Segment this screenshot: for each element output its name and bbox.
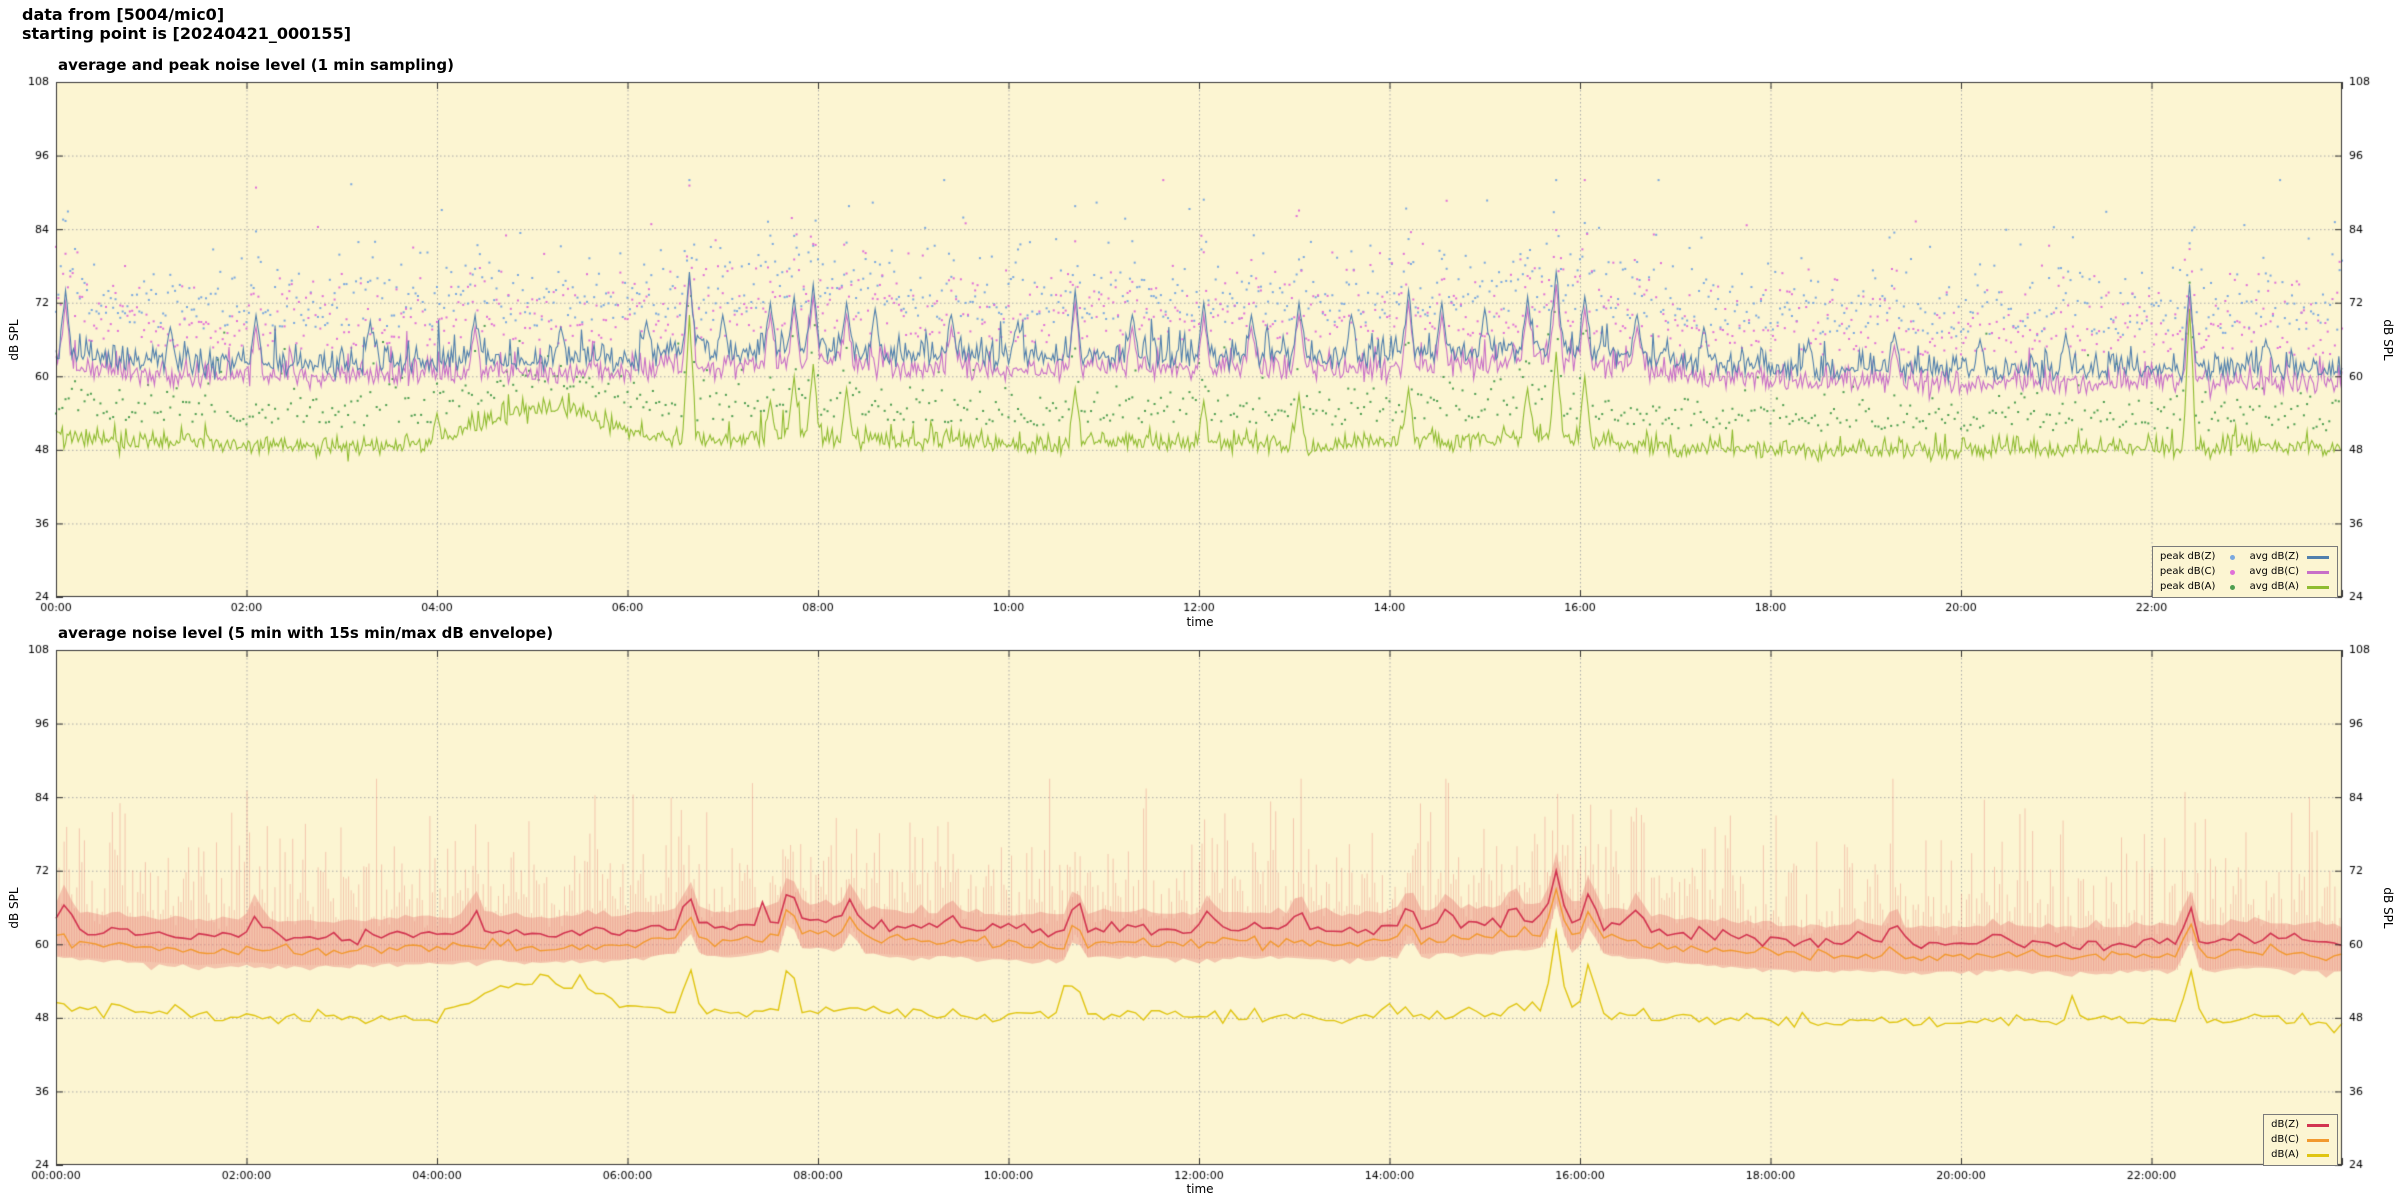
- legend-label: peak dB(A): [2159, 581, 2216, 592]
- chart-2-yaxis-label-right: dB SPL: [2381, 887, 2395, 929]
- chart-2-xaxis-label: time: [1186, 1182, 1214, 1196]
- legend-label: dB(C): [2271, 1134, 2299, 1145]
- dbc-line-marker: [2307, 1138, 2329, 1142]
- avg-dbz-line-marker: [2307, 555, 2329, 559]
- peak-dba-dot-marker: [2229, 584, 2235, 590]
- header-line-2: starting point is [20240421_000155]: [22, 24, 352, 43]
- legend-label: dB(A): [2271, 1149, 2299, 1160]
- chart-1-yaxis-label-left: dB SPL: [7, 319, 21, 361]
- legend-label: avg dB(C): [2249, 566, 2299, 577]
- peak-dbc-dot-marker: [2229, 569, 2235, 575]
- avg-dbc-line-marker: [2307, 570, 2329, 574]
- header-line-1: data from [5004/mic0]: [22, 5, 225, 24]
- legend-label: avg dB(A): [2249, 581, 2299, 592]
- chart-1-xaxis-label: time: [1186, 615, 1214, 629]
- legend-label: peak dB(C): [2159, 566, 2216, 577]
- legend-label: peak dB(Z): [2159, 551, 2216, 562]
- chart-1-yaxis-label-right: dB SPL: [2381, 319, 2395, 361]
- avg-dba-line-marker: [2307, 585, 2329, 589]
- legend-label: dB(Z): [2271, 1119, 2299, 1130]
- dba-line-marker: [2307, 1153, 2329, 1157]
- chart-2-title: average noise level (5 min with 15s min/…: [58, 624, 554, 642]
- peak-dbz-dot-marker: [2229, 554, 2235, 560]
- chart-1-title: average and peak noise level (1 min samp…: [58, 56, 454, 74]
- chart-1-legend: peak dB(Z) avg dB(Z) peak dB(C) avg dB(C…: [2151, 546, 2338, 598]
- chart-2-legend: dB(Z) dB(C) dB(A): [2263, 1114, 2338, 1166]
- dbz-line-marker: [2307, 1123, 2329, 1127]
- chart-2-yaxis-label-left: dB SPL: [7, 887, 21, 929]
- legend-label: avg dB(Z): [2249, 551, 2299, 562]
